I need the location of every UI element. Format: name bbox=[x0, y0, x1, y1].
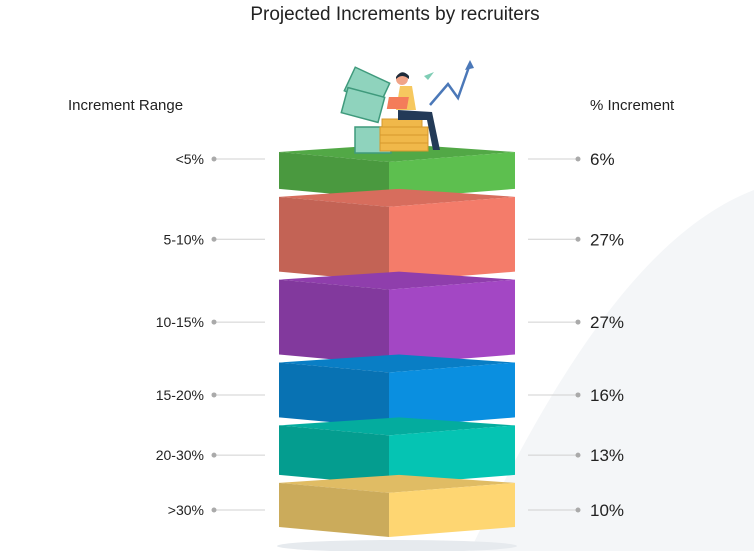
left-leader-dot bbox=[211, 319, 217, 325]
block-5 bbox=[279, 417, 515, 485]
block-1 bbox=[279, 144, 515, 199]
percent-label: 27% bbox=[590, 313, 624, 332]
block-left-face bbox=[279, 425, 389, 485]
block-top bbox=[279, 144, 515, 162]
block-left-face bbox=[279, 482, 389, 537]
left-header: Increment Range bbox=[68, 97, 183, 114]
block-right-face bbox=[389, 362, 515, 428]
right-leader-dot bbox=[575, 392, 581, 398]
block-left-face bbox=[279, 279, 389, 365]
percent-label: 10% bbox=[590, 501, 624, 520]
range-label: 5-10% bbox=[164, 231, 204, 247]
label-row: >30% 10% bbox=[168, 501, 624, 520]
block-right-face bbox=[389, 279, 515, 365]
percent-label: 6% bbox=[590, 150, 615, 169]
block-right-face bbox=[389, 482, 515, 537]
range-label: 10-15% bbox=[156, 314, 204, 330]
block-4 bbox=[279, 354, 515, 428]
chart-title: Projected Increments by recruiters bbox=[250, 4, 539, 25]
block-left-face bbox=[279, 152, 389, 199]
label-row: 5-10% 27% bbox=[164, 230, 625, 249]
right-leader-dot bbox=[575, 156, 581, 162]
block-top bbox=[279, 474, 515, 493]
block-3 bbox=[279, 271, 515, 365]
background-curve bbox=[470, 190, 754, 551]
label-row: 10-15% 27% bbox=[156, 313, 624, 332]
right-leader-dot bbox=[575, 319, 581, 325]
investor-illustration-icon bbox=[340, 60, 474, 154]
block-right-face bbox=[389, 425, 515, 485]
block-left-face bbox=[279, 362, 389, 428]
block-6 bbox=[279, 474, 515, 537]
block-top bbox=[279, 188, 515, 207]
left-leader-dot bbox=[211, 507, 217, 513]
label-row: <5% 6% bbox=[176, 150, 615, 169]
range-label: 15-20% bbox=[156, 387, 204, 403]
left-leader-dot bbox=[211, 156, 217, 162]
range-label: <5% bbox=[176, 151, 204, 167]
range-label: 20-30% bbox=[156, 447, 204, 463]
left-leader-dot bbox=[211, 452, 217, 458]
range-label: >30% bbox=[168, 502, 204, 518]
left-leader-dot bbox=[211, 392, 217, 398]
block-top bbox=[279, 354, 515, 373]
right-header: % Increment bbox=[590, 97, 675, 114]
percent-label: 27% bbox=[590, 230, 624, 249]
base-shadow bbox=[277, 540, 517, 551]
block-top bbox=[279, 271, 515, 290]
right-leader-dot bbox=[575, 236, 581, 242]
percent-label: 16% bbox=[590, 386, 624, 405]
right-leader-dot bbox=[575, 507, 581, 513]
percent-label: 13% bbox=[590, 446, 624, 465]
block-right-face bbox=[389, 152, 515, 199]
block-left-face bbox=[279, 196, 389, 282]
right-leader-dot bbox=[575, 452, 581, 458]
label-row: 20-30% 13% bbox=[156, 446, 624, 465]
block-2 bbox=[279, 188, 515, 282]
block-right-face bbox=[389, 196, 515, 282]
block-top bbox=[279, 417, 515, 436]
left-leader-dot bbox=[211, 236, 217, 242]
label-row: 15-20% 16% bbox=[156, 386, 624, 405]
